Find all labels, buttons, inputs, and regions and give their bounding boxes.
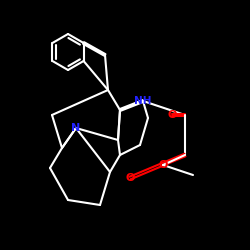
- Text: NH: NH: [134, 96, 152, 106]
- Text: N: N: [72, 123, 80, 133]
- Text: O: O: [125, 173, 135, 183]
- Text: O: O: [158, 160, 168, 170]
- Text: O: O: [167, 110, 177, 120]
